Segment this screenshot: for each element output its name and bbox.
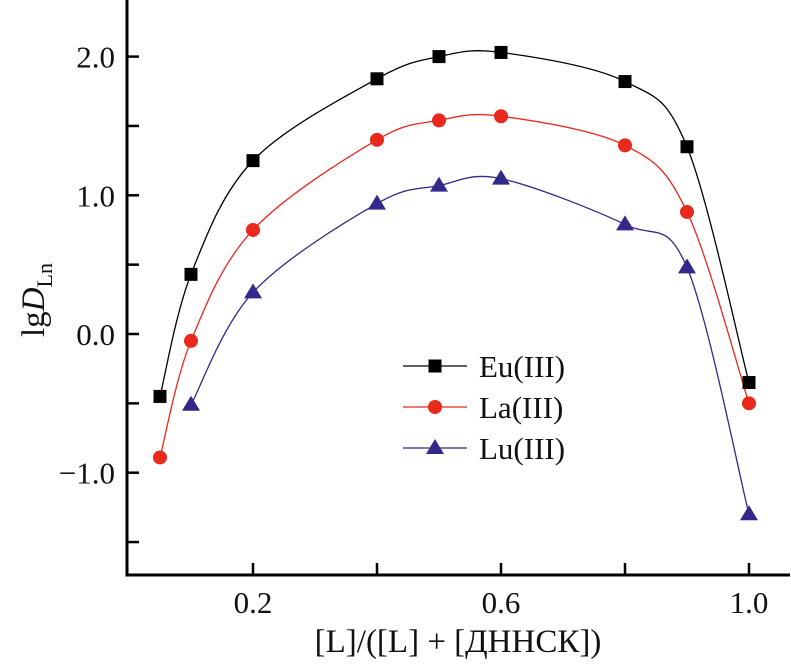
point-euiii	[370, 72, 384, 86]
y-tick-label: 0.0	[76, 317, 115, 352]
point-euiii	[494, 45, 508, 59]
x-tick-label: 1.0	[730, 585, 769, 620]
y-axis-label-italic: D	[16, 287, 52, 312]
point-luiii	[430, 176, 448, 192]
axes	[125, 0, 790, 577]
point-laiii	[370, 132, 384, 147]
curve-luiii	[190, 175, 750, 515]
curve-euiii	[159, 50, 750, 397]
point-luiii	[368, 194, 386, 210]
point-euiii	[153, 389, 167, 403]
y-axis-label-subscript: Ln	[32, 263, 57, 287]
x-axis-label: [L]/([L] + [ДННСК])	[315, 624, 602, 660]
point-laiii	[680, 204, 694, 219]
y-tick-label: 1.0	[76, 178, 115, 213]
legend-label-euiii: Eu(III)	[479, 349, 565, 384]
fit-curves	[159, 50, 750, 515]
point-luiii	[244, 283, 262, 299]
point-laiii	[432, 113, 446, 128]
point-euiii	[742, 376, 756, 390]
point-laiii	[742, 396, 756, 411]
y-tick-label: 2.0	[76, 40, 115, 75]
point-euiii	[680, 140, 694, 154]
legend-marker-luiii	[426, 439, 444, 454]
legend-label-laiii: La(III)	[479, 390, 563, 425]
y-tick-label: −1.0	[59, 456, 115, 491]
point-euiii	[432, 50, 446, 64]
data-points	[153, 45, 758, 521]
legend-label-luiii: Lu(III)	[479, 431, 565, 466]
y-axis-label: lgDLn	[16, 263, 57, 337]
point-euiii	[246, 154, 260, 168]
point-euiii	[618, 75, 632, 89]
legend: Eu(III) La(III) Lu(III)	[403, 349, 565, 466]
point-laiii	[618, 138, 632, 153]
point-luiii	[740, 505, 758, 521]
point-laiii	[494, 109, 508, 124]
point-luiii	[182, 395, 200, 411]
point-euiii	[184, 267, 198, 281]
tick-labels: 0.2 0.6 1.0 2.0 1.0 0.0 −1.0	[59, 40, 769, 620]
point-luiii	[492, 169, 510, 185]
x-tick-label: 0.6	[482, 585, 521, 620]
point-luiii	[616, 215, 634, 231]
point-luiii	[678, 258, 696, 274]
point-laiii	[153, 450, 167, 465]
x-tick-label: 0.2	[234, 585, 273, 620]
legend-marker-euiii	[428, 359, 442, 373]
point-laiii	[184, 333, 198, 348]
y-axis-label-main: lg	[16, 311, 52, 337]
legend-marker-laiii	[428, 400, 442, 414]
point-laiii	[246, 222, 260, 237]
